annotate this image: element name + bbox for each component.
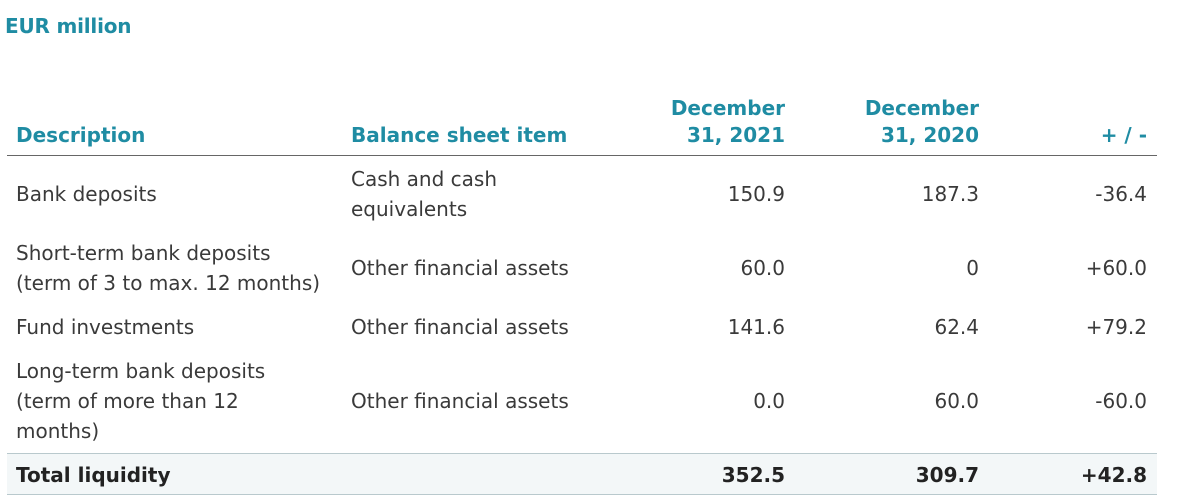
total-label: Total liquidity [7, 453, 342, 495]
total-row: Total liquidity 352.5 309.7 +42.8 [7, 453, 1157, 495]
table-row: Short-term bank deposits (term of 3 to m… [7, 231, 1157, 305]
total-dec-2021: 352.5 [627, 453, 827, 495]
total-dec-2020: 309.7 [827, 453, 989, 495]
cell-change: -36.4 [1095, 182, 1147, 206]
table-row: Fund investments Other financial assets … [7, 305, 1157, 349]
total-balance-sheet-item [342, 453, 627, 495]
cell-dec-2020: 187.3 [921, 182, 979, 206]
cell-balance-sheet-item: Cash and cash equivalents [351, 167, 498, 221]
cell-dec-2020: 0 [966, 256, 979, 280]
cell-dec-2020: 62.4 [934, 315, 979, 339]
header-change: + / - [989, 95, 1157, 156]
header-description: Description [7, 95, 342, 156]
header-balance-sheet-item: Balance sheet item [342, 95, 627, 156]
table-row: Bank deposits Cash and cash equivalents … [7, 156, 1157, 232]
header-dec-2021: December 31, 2021 [627, 95, 827, 156]
header-row: Description Balance sheet item December … [7, 95, 1157, 156]
cell-balance-sheet-item: Other financial assets [351, 389, 569, 413]
table-caption: EUR million [5, 14, 132, 38]
cell-balance-sheet-item: Other financial assets [351, 256, 569, 280]
header-dec-2020: December 31, 2020 [827, 95, 989, 156]
cell-description: Short-term bank deposits (term of 3 to m… [16, 241, 321, 295]
cell-change: +60.0 [1085, 256, 1147, 280]
liquidity-table: Description Balance sheet item December … [7, 95, 1157, 495]
cell-dec-2021: 141.6 [727, 315, 785, 339]
cell-dec-2021: 60.0 [740, 256, 785, 280]
cell-description: Fund investments [16, 315, 195, 339]
cell-change: +79.2 [1085, 315, 1147, 339]
cell-dec-2021: 150.9 [727, 182, 785, 206]
cell-change: -60.0 [1095, 389, 1147, 413]
cell-description: Bank deposits [16, 182, 157, 206]
cell-balance-sheet-item: Other financial assets [351, 315, 569, 339]
table-row: Long-term bank deposits (term of more th… [7, 349, 1157, 454]
cell-dec-2021: 0.0 [753, 389, 785, 413]
cell-description: Long-term bank deposits (term of more th… [16, 359, 266, 443]
cell-dec-2020: 60.0 [934, 389, 979, 413]
total-change: +42.8 [989, 453, 1157, 495]
